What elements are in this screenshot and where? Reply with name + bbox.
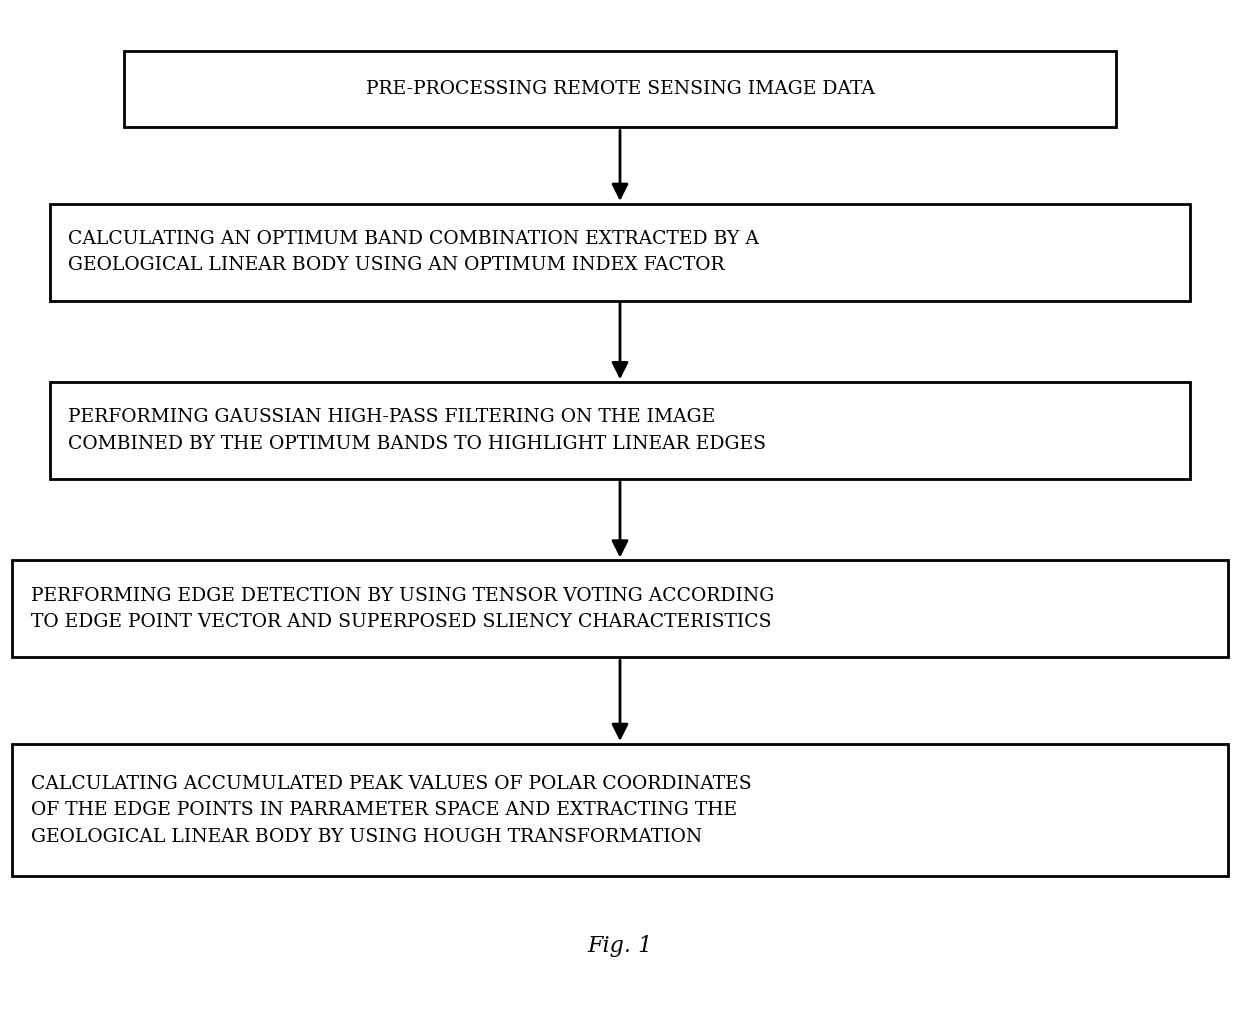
Text: PERFORMING GAUSSIAN HIGH-PASS FILTERING ON THE IMAGE
COMBINED BY THE OPTIMUM BAN: PERFORMING GAUSSIAN HIGH-PASS FILTERING … [68,409,766,452]
FancyBboxPatch shape [124,51,1116,127]
FancyBboxPatch shape [12,744,1228,876]
FancyBboxPatch shape [50,204,1190,301]
Text: CALCULATING AN OPTIMUM BAND COMBINATION EXTRACTED BY A
GEOLOGICAL LINEAR BODY US: CALCULATING AN OPTIMUM BAND COMBINATION … [68,230,759,274]
Text: Fig. 1: Fig. 1 [588,934,652,957]
FancyBboxPatch shape [12,560,1228,657]
Text: PRE-PROCESSING REMOTE SENSING IMAGE DATA: PRE-PROCESSING REMOTE SENSING IMAGE DATA [366,81,874,98]
Text: CALCULATING ACCUMULATED PEAK VALUES OF POLAR COORDINATES
OF THE EDGE POINTS IN P: CALCULATING ACCUMULATED PEAK VALUES OF P… [31,774,751,846]
FancyBboxPatch shape [50,382,1190,479]
Text: PERFORMING EDGE DETECTION BY USING TENSOR VOTING ACCORDING
TO EDGE POINT VECTOR : PERFORMING EDGE DETECTION BY USING TENSO… [31,587,774,631]
